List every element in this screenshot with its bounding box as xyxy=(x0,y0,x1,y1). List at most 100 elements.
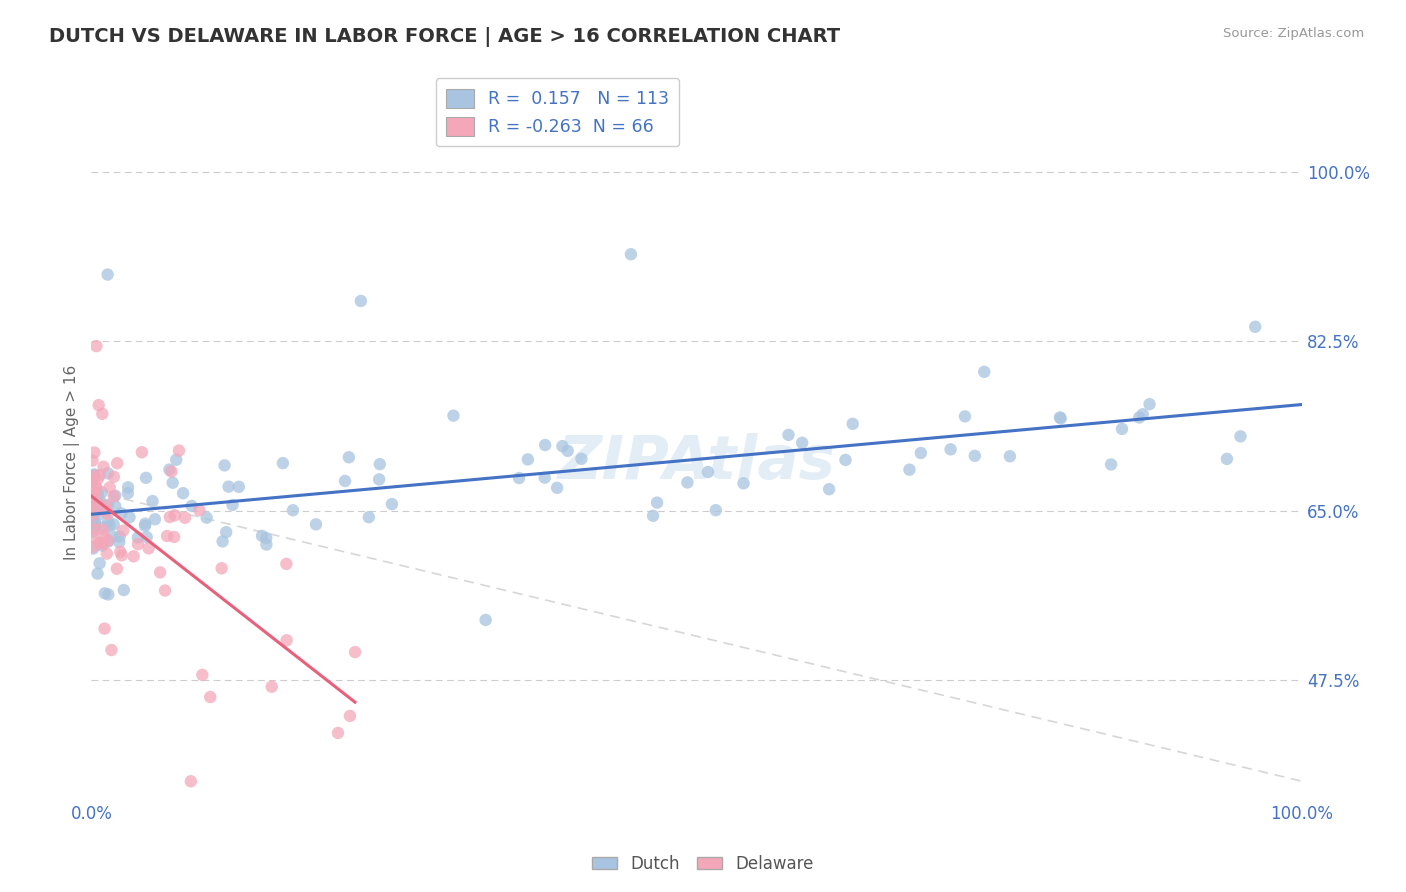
Point xyxy=(159,510,181,524)
Point xyxy=(172,486,194,500)
Point xyxy=(86,480,108,494)
Point xyxy=(131,445,153,459)
Point xyxy=(86,482,108,496)
Point xyxy=(135,530,157,544)
Legend: R =  0.157   N = 113, R = -0.263  N = 66: R = 0.157 N = 113, R = -0.263 N = 66 xyxy=(436,78,679,146)
Point xyxy=(1111,422,1133,436)
Point xyxy=(122,549,145,564)
Point xyxy=(104,489,127,503)
Point xyxy=(87,485,110,500)
Point xyxy=(1128,410,1150,425)
Point xyxy=(83,469,105,483)
Point xyxy=(276,557,298,571)
Point xyxy=(953,409,976,424)
Point xyxy=(939,442,962,457)
Point xyxy=(973,365,995,379)
Point xyxy=(1229,429,1251,443)
Point xyxy=(551,439,574,453)
Point xyxy=(91,539,114,553)
Point xyxy=(117,486,139,500)
Point xyxy=(98,480,121,494)
Point xyxy=(160,465,183,479)
Point xyxy=(89,557,111,571)
Point xyxy=(350,293,373,308)
Point xyxy=(620,247,643,261)
Point xyxy=(533,471,555,485)
Point xyxy=(98,518,121,533)
Point xyxy=(508,471,530,485)
Point xyxy=(97,587,120,601)
Point xyxy=(97,498,120,512)
Point xyxy=(641,508,664,523)
Point xyxy=(180,499,202,513)
Point xyxy=(108,530,131,544)
Point xyxy=(82,540,104,554)
Point xyxy=(557,443,579,458)
Point xyxy=(998,450,1021,464)
Point xyxy=(254,537,277,551)
Point xyxy=(83,468,105,483)
Text: ZIPAtlas: ZIPAtlas xyxy=(558,433,835,491)
Point xyxy=(138,541,160,556)
Point xyxy=(163,508,186,523)
Point xyxy=(250,529,273,543)
Point xyxy=(143,512,166,526)
Point xyxy=(94,499,117,513)
Point xyxy=(96,504,118,518)
Point xyxy=(82,517,104,532)
Point xyxy=(84,505,107,519)
Point xyxy=(792,435,814,450)
Point xyxy=(818,482,841,496)
Point xyxy=(218,480,240,494)
Point xyxy=(117,480,139,494)
Point xyxy=(97,268,120,282)
Point xyxy=(841,417,863,431)
Point xyxy=(103,517,125,532)
Point xyxy=(105,562,128,576)
Point xyxy=(105,456,128,470)
Point xyxy=(1099,458,1122,472)
Point xyxy=(195,510,218,524)
Point xyxy=(326,726,349,740)
Point xyxy=(89,493,111,508)
Point xyxy=(82,508,104,523)
Point xyxy=(93,529,115,543)
Point xyxy=(97,467,120,481)
Point xyxy=(153,583,176,598)
Point xyxy=(112,524,135,538)
Point xyxy=(898,463,921,477)
Point xyxy=(90,485,112,500)
Point xyxy=(228,480,250,494)
Point xyxy=(86,339,108,353)
Point xyxy=(156,529,179,543)
Point xyxy=(135,471,157,485)
Point xyxy=(103,469,125,483)
Point xyxy=(127,537,149,551)
Point xyxy=(834,453,856,467)
Point xyxy=(86,508,108,523)
Point xyxy=(96,547,118,561)
Point xyxy=(1049,410,1071,425)
Point xyxy=(97,534,120,549)
Point xyxy=(211,534,233,549)
Point xyxy=(1049,411,1071,425)
Point xyxy=(108,535,131,549)
Point xyxy=(84,516,107,531)
Point xyxy=(91,536,114,550)
Point xyxy=(82,541,104,556)
Point xyxy=(162,475,184,490)
Point xyxy=(645,495,668,509)
Point xyxy=(83,516,105,530)
Point xyxy=(305,517,328,532)
Point xyxy=(97,533,120,548)
Point xyxy=(83,467,105,482)
Point xyxy=(368,472,391,486)
Point xyxy=(89,536,111,550)
Point xyxy=(344,645,367,659)
Point xyxy=(165,452,187,467)
Point xyxy=(89,468,111,483)
Point xyxy=(214,458,236,473)
Point xyxy=(86,566,108,581)
Point xyxy=(91,503,114,517)
Point xyxy=(91,523,114,537)
